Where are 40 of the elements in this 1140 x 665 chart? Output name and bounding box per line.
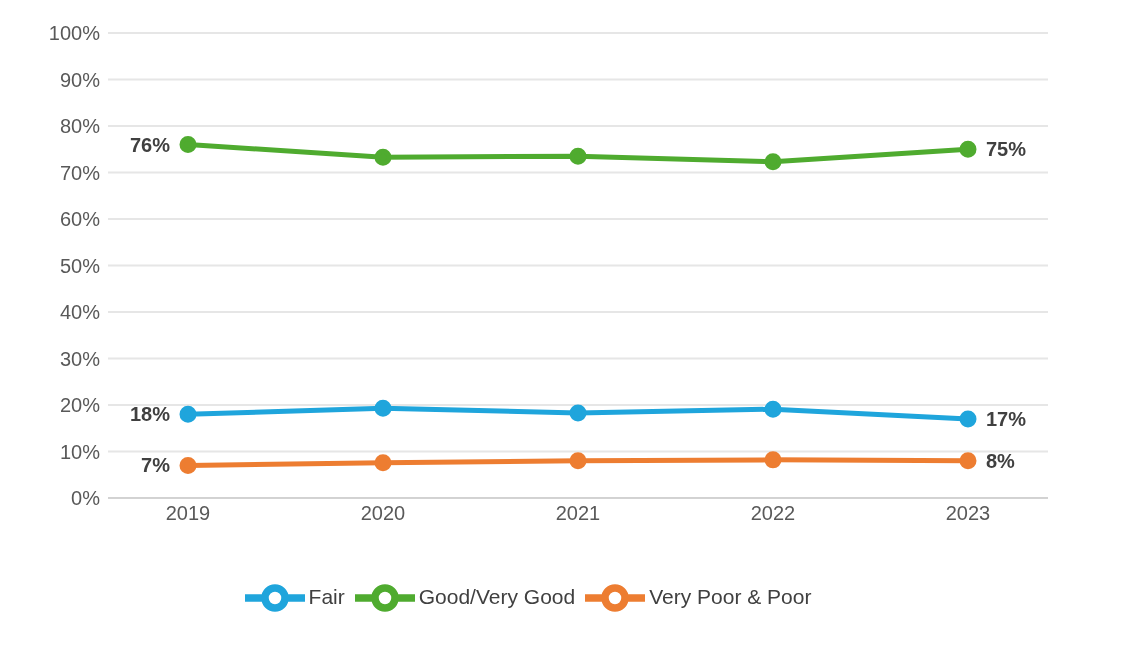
point xyxy=(179,136,197,154)
x-tick-label: 2021 xyxy=(555,502,601,525)
y-tick-label: 0% xyxy=(71,487,101,510)
y-tick-label: 10% xyxy=(59,440,101,463)
legend-label: Very Poor & Poor xyxy=(649,584,812,608)
y-tick-label: 70% xyxy=(59,161,101,184)
y-tick-label: 30% xyxy=(59,347,101,370)
data-label: 7% xyxy=(141,454,171,477)
y-tick-label: 100% xyxy=(48,22,101,45)
legend-label: Fair xyxy=(308,584,345,608)
data-label: 76% xyxy=(129,133,171,156)
point xyxy=(569,452,587,470)
point xyxy=(374,399,392,417)
point xyxy=(764,400,782,418)
y-tick-label: 20% xyxy=(59,394,101,417)
point xyxy=(569,404,587,422)
point xyxy=(179,405,197,423)
point xyxy=(179,456,197,474)
point xyxy=(959,452,977,470)
y-tick-label: 80% xyxy=(59,115,101,138)
point xyxy=(569,147,587,165)
point xyxy=(374,454,392,472)
y-tick-label: 90% xyxy=(59,68,101,91)
point xyxy=(959,410,977,428)
x-tick-label: 2022 xyxy=(750,502,796,525)
y-tick-label: 50% xyxy=(59,254,101,277)
point xyxy=(764,451,782,469)
y-tick-label: 40% xyxy=(59,301,101,324)
point xyxy=(959,140,977,158)
data-label: 8% xyxy=(986,449,1016,472)
y-tick-label: 60% xyxy=(59,208,101,231)
x-tick-label: 2019 xyxy=(165,502,211,525)
point xyxy=(764,153,782,171)
x-tick-label: 2023 xyxy=(945,502,991,525)
legend-label: Good/Very Good xyxy=(418,584,576,608)
point xyxy=(374,148,392,166)
data-label: 75% xyxy=(986,138,1027,161)
data-label: 17% xyxy=(986,407,1027,430)
data-label: 18% xyxy=(129,403,171,426)
x-tick-label: 2020 xyxy=(360,502,406,525)
